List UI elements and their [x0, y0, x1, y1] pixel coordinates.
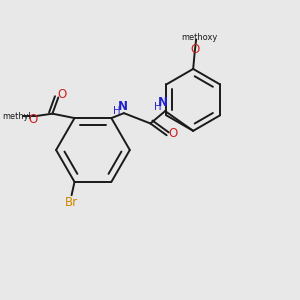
Text: O: O — [57, 88, 67, 101]
Text: O: O — [28, 113, 38, 126]
Text: N: N — [117, 100, 128, 113]
Text: O: O — [190, 43, 200, 56]
Text: H: H — [113, 106, 120, 116]
Text: N: N — [158, 96, 168, 109]
Text: methyl: methyl — [3, 112, 32, 121]
Text: methoxy: methoxy — [182, 33, 218, 42]
Text: O: O — [169, 127, 178, 140]
Text: Br: Br — [65, 196, 78, 209]
Text: H: H — [154, 102, 161, 112]
